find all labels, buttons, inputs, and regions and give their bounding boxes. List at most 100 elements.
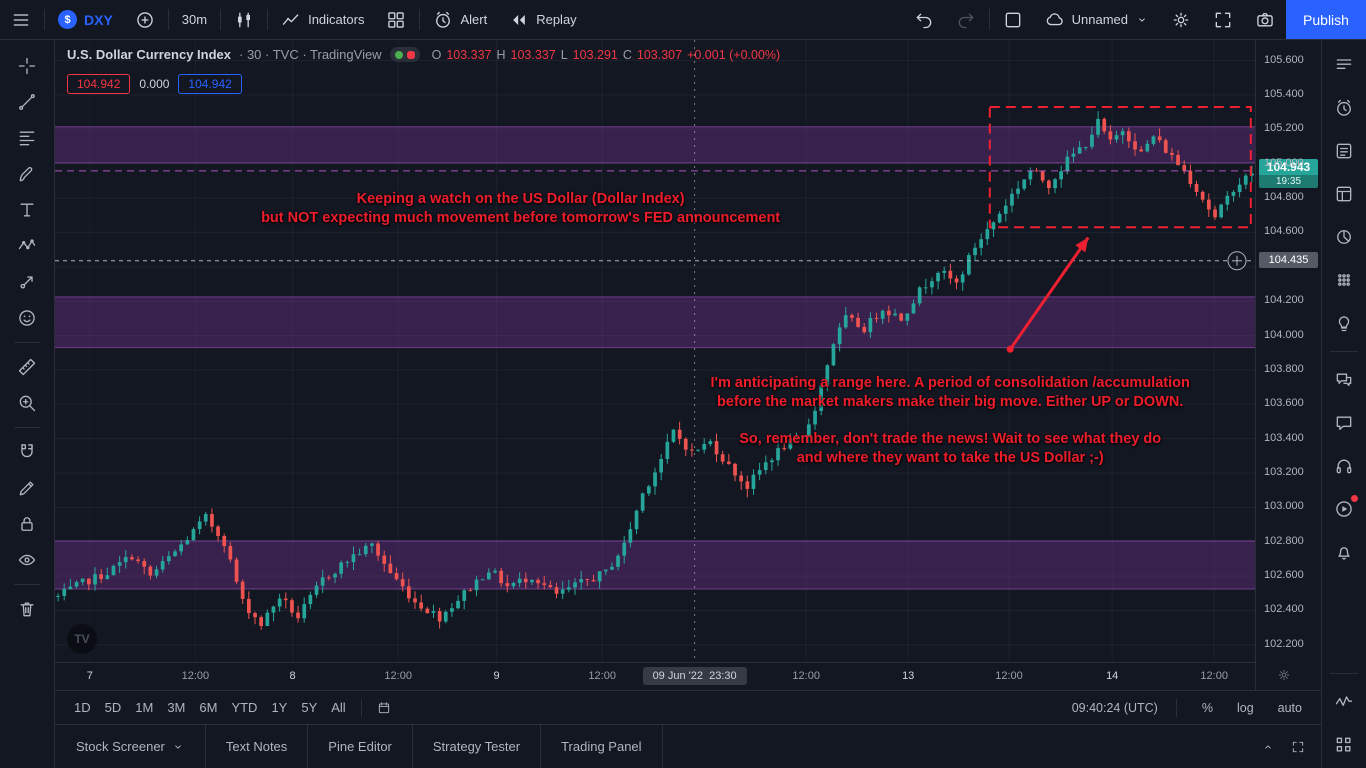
ideas-button[interactable]: [1329, 308, 1359, 338]
menu-button[interactable]: [0, 0, 42, 39]
indicators-button[interactable]: Indicators: [270, 0, 375, 39]
range-all[interactable]: All: [331, 700, 346, 715]
notifications-button[interactable]: [1329, 537, 1359, 567]
time-axis[interactable]: 09 Jun '22 23:30 7 12:00 8 12:00 9 12:00 12:00…: [55, 662, 1255, 690]
emoji-tool-button[interactable]: [8, 300, 46, 336]
bottom-panel: Stock Screener Text Notes Pine Editor St…: [55, 724, 1321, 768]
panel-maximize-button[interactable]: [1291, 740, 1305, 754]
tab-trading-panel[interactable]: Trading Panel: [541, 725, 663, 768]
private-chats-button[interactable]: [1329, 408, 1359, 438]
text-tool-button[interactable]: [8, 192, 46, 228]
interval-button[interactable]: 30m: [181, 12, 208, 27]
spread-value: 0.000: [139, 77, 170, 91]
fullscreen-button[interactable]: [1202, 0, 1244, 39]
play-circle-icon: [1336, 501, 1352, 517]
tab-strategy-tester[interactable]: Strategy Tester: [413, 725, 542, 768]
tab-text-notes[interactable]: Text Notes: [206, 725, 309, 768]
headset-icon: [1336, 459, 1352, 474]
legend-toggle-buttons[interactable]: [389, 47, 420, 62]
buy-price-box[interactable]: 104.942: [178, 74, 242, 94]
redo-button[interactable]: [945, 0, 987, 39]
fib-tool-button[interactable]: [8, 120, 46, 156]
symbol-button[interactable]: $ DXY: [47, 0, 124, 39]
brush-tool-button[interactable]: [8, 156, 46, 192]
visible-dot-icon: [394, 50, 403, 59]
range-1y[interactable]: 1Y: [271, 700, 288, 715]
range-5d[interactable]: 5D: [104, 700, 122, 715]
tab-stock-screener[interactable]: Stock Screener: [55, 725, 206, 768]
price-axis[interactable]: 104.435 104.943 19:35 105.600 105.400 105.…: [1255, 40, 1321, 690]
public-chats-button[interactable]: [1329, 365, 1359, 395]
draw-tool-button[interactable]: [8, 470, 46, 506]
hotlists-button[interactable]: [1329, 222, 1359, 252]
news-button[interactable]: [1329, 136, 1359, 166]
publish-button[interactable]: Publish: [1286, 0, 1366, 39]
range-5y[interactable]: 5Y: [301, 700, 318, 715]
price-tick: 105.600: [1264, 53, 1304, 66]
alert-price-label[interactable]: 104.435: [1259, 251, 1318, 268]
trend-line-tool-button[interactable]: [8, 84, 46, 120]
trend-line-icon: [19, 94, 35, 110]
series-title[interactable]: U.S. Dollar Currency Index: [67, 47, 231, 62]
hamburger-icon: [13, 13, 29, 26]
range-1d[interactable]: 1D: [74, 700, 91, 715]
watchlist-icon: [1336, 59, 1352, 69]
auto-scale-button[interactable]: auto: [1277, 700, 1302, 715]
symbol-name: DXY: [84, 11, 113, 28]
alerts-button[interactable]: [1329, 93, 1359, 123]
remove-drawings-button[interactable]: [8, 591, 46, 627]
compare-add-button[interactable]: [124, 0, 166, 39]
hide-drawings-button[interactable]: [8, 542, 46, 578]
time-tick: 12:00: [792, 670, 820, 682]
percent-scale-button[interactable]: %: [1201, 700, 1213, 715]
settings-button[interactable]: [1160, 0, 1202, 39]
time-tick: 12:00: [384, 670, 412, 682]
price-chart[interactable]: [55, 40, 1255, 662]
price-tick: 103.800: [1264, 362, 1304, 375]
series-meta: · 30 · TVC · TradingView: [239, 47, 382, 62]
more-apps-button[interactable]: [1329, 730, 1359, 760]
crosshair-tool-button[interactable]: [8, 48, 46, 84]
magnet-tool-button[interactable]: [8, 434, 46, 470]
shows-button[interactable]: [1329, 494, 1359, 524]
calendar-button[interactable]: [1329, 265, 1359, 295]
clock-utc[interactable]: 09:40:24 (UTC): [1071, 700, 1158, 715]
replay-button[interactable]: Replay: [498, 0, 587, 39]
alert-button[interactable]: Alert: [422, 0, 498, 39]
pattern-tool-button[interactable]: [8, 228, 46, 264]
data-window-button[interactable]: [1329, 179, 1359, 209]
axis-settings-button[interactable]: [1277, 668, 1291, 682]
trash-icon: [20, 602, 34, 617]
go-to-date-button[interactable]: [370, 698, 398, 718]
range-3m[interactable]: 3M: [167, 700, 186, 715]
range-6m[interactable]: 6M: [199, 700, 218, 715]
line-tool-values: 104.942 0.000 104.942: [67, 74, 242, 94]
object-tree-button[interactable]: [1329, 687, 1359, 717]
range-ytd[interactable]: YTD: [231, 700, 258, 715]
measure-tool-button[interactable]: [8, 349, 46, 385]
tab-pine-editor[interactable]: Pine Editor: [308, 725, 413, 768]
grid-icon: [388, 11, 405, 28]
indicators-label: Indicators: [308, 12, 365, 27]
chart-style-button[interactable]: [223, 0, 265, 39]
range-1m[interactable]: 1M: [135, 700, 154, 715]
price-tick: 103.600: [1264, 397, 1304, 410]
watchlist-button[interactable]: [1329, 50, 1359, 80]
log-scale-button[interactable]: log: [1236, 700, 1254, 715]
chart-pane[interactable]: U.S. Dollar Currency Index · 30 · TVC · …: [55, 40, 1321, 690]
chevron-down-icon: [175, 744, 181, 749]
lock-drawings-button[interactable]: [8, 506, 46, 542]
gear-icon: [1173, 12, 1189, 27]
zoom-tool-button[interactable]: [8, 385, 46, 421]
apps-grid-icon: [1336, 737, 1351, 752]
layout-select-button[interactable]: [992, 0, 1034, 39]
panel-collapse-button[interactable]: [1261, 740, 1275, 754]
streams-button[interactable]: [1329, 451, 1359, 481]
layout-grid-button[interactable]: [375, 0, 417, 39]
undo-button[interactable]: [903, 0, 945, 39]
time-tick: 12:00: [995, 670, 1023, 682]
snapshot-button[interactable]: [1244, 0, 1286, 39]
forecast-tool-button[interactable]: [8, 264, 46, 300]
sell-price-box[interactable]: 104.942: [67, 74, 131, 94]
cloud-layout-button[interactable]: Unnamed: [1034, 0, 1160, 39]
